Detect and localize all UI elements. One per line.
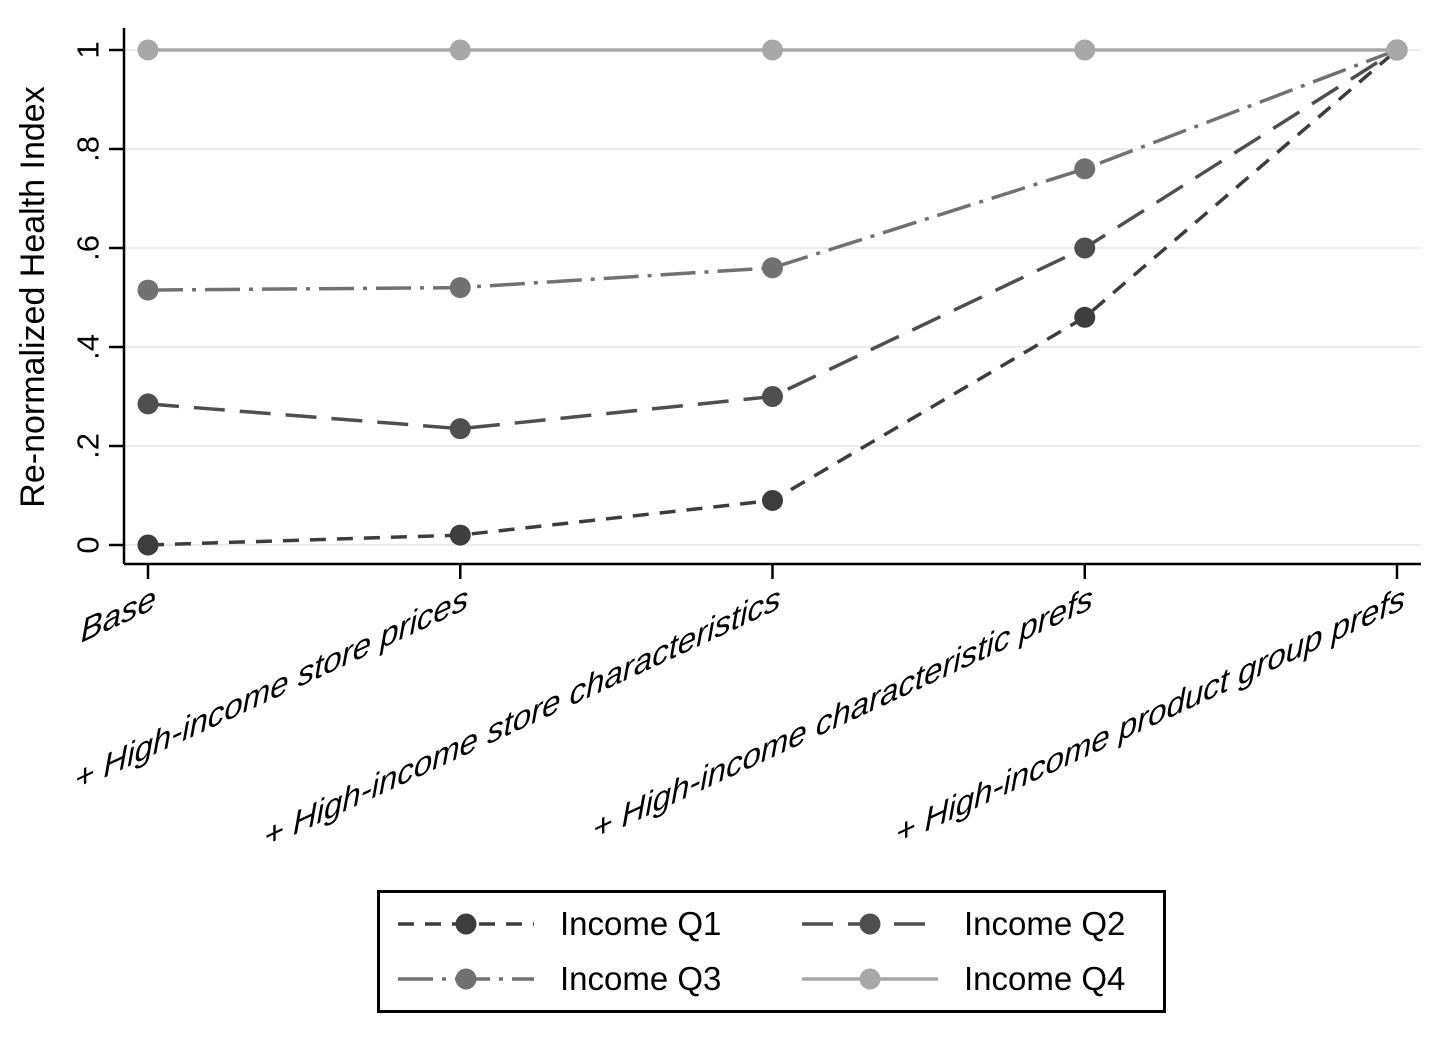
data-point-marker (762, 257, 783, 279)
legend-line-sample-q4 (802, 968, 938, 990)
x-category-label: + High-income characteristic prefs (593, 580, 1093, 849)
data-point-marker (137, 279, 159, 301)
data-point-marker (762, 489, 783, 511)
legend-entry-income-q3: Income Q3 (396, 956, 800, 1002)
legend-line-sample-q1 (398, 913, 534, 935)
data-point-marker (1074, 237, 1096, 259)
y-tick-label: 1 (71, 41, 106, 58)
data-point-marker (137, 39, 159, 61)
legend-box: Income Q1 Income Q2 Income Q3 Income Q4 (377, 890, 1166, 1013)
y-tick-label: 0 (71, 536, 106, 553)
series-line-income-q2 (147, 48, 1398, 431)
x-category-label: + High-income product group prefs (896, 580, 1405, 853)
legend-entry-income-q4: Income Q4 (800, 956, 1163, 1002)
data-point-marker (137, 534, 159, 556)
legend-label-q1: Income Q1 (560, 905, 722, 943)
data-point-marker (762, 39, 783, 61)
data-point-marker (137, 393, 159, 415)
data-point-marker (449, 524, 471, 546)
x-category-label: + High-income store characteristics (264, 580, 780, 857)
legend-entry-income-q1: Income Q1 (396, 901, 800, 947)
series-line-income-q1 (147, 48, 1399, 547)
legend-sample-marker (859, 968, 881, 990)
data-point-marker (449, 418, 471, 440)
data-point-marker (1386, 39, 1408, 61)
y-tick-label: .2 (71, 433, 106, 459)
legend-line-sample-q2 (802, 913, 938, 935)
legend-sample-marker (455, 913, 477, 935)
y-tick-label: .6 (71, 235, 106, 261)
y-tick-label: .8 (71, 136, 106, 162)
y-tick-label: .4 (71, 334, 106, 360)
legend-sample-marker (455, 968, 477, 990)
legend-label-q2: Income Q2 (964, 905, 1126, 943)
y-axis-title: Re-normalized Health Index (14, 86, 52, 508)
data-point-marker (449, 39, 471, 61)
legend-line-sample-q3 (398, 968, 534, 990)
data-point-marker (1074, 158, 1096, 180)
legend-sample-marker (859, 913, 881, 935)
legend-label-q3: Income Q3 (560, 959, 722, 997)
data-point-marker (1074, 306, 1096, 328)
x-category-label: Base (81, 580, 156, 651)
legend-label-q4: Income Q4 (964, 959, 1126, 997)
legend-entry-income-q2: Income Q2 (800, 901, 1163, 947)
data-point-marker (1074, 39, 1096, 61)
data-point-marker (449, 277, 471, 299)
data-point-marker (762, 386, 783, 407)
